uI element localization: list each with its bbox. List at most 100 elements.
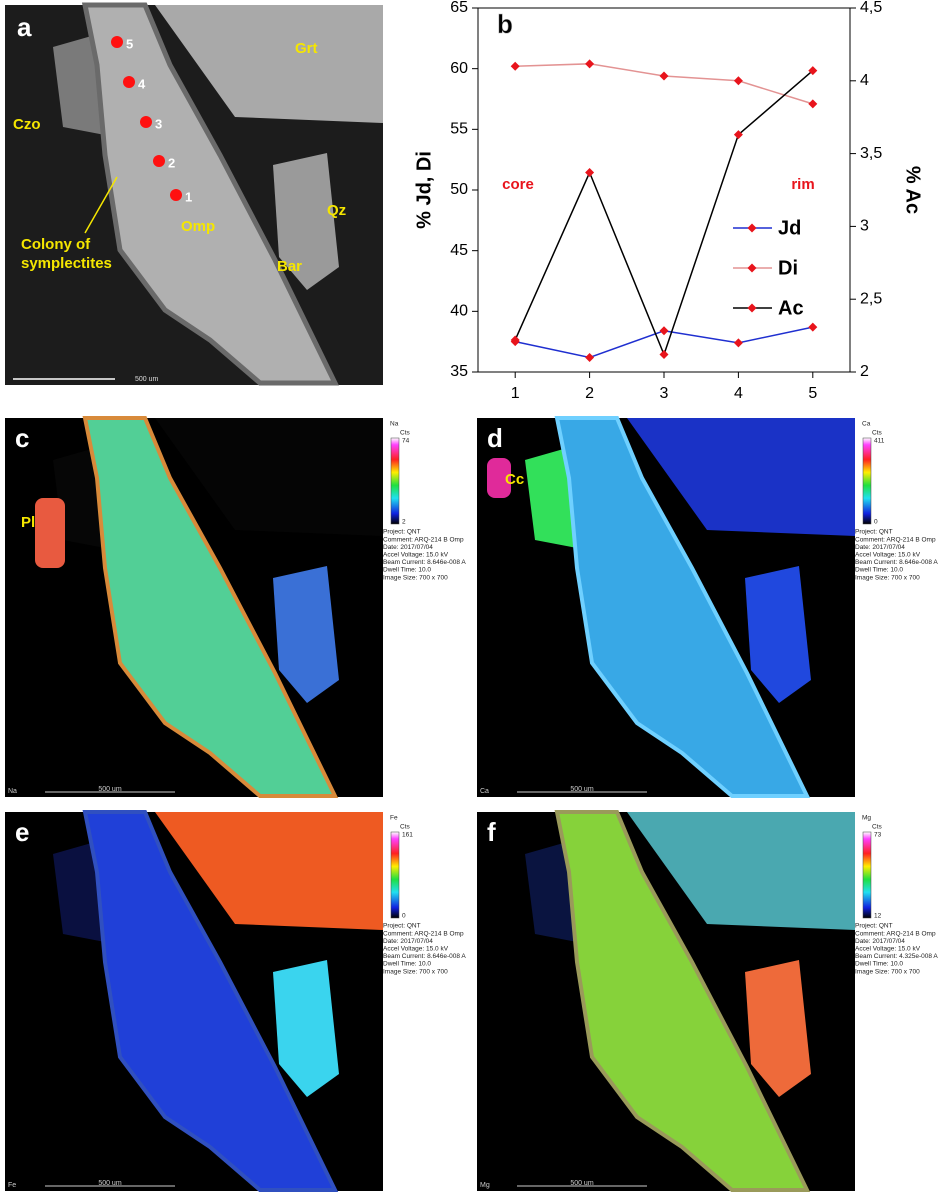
data-point bbox=[808, 99, 818, 109]
annotation: rim bbox=[791, 176, 814, 193]
analysis-point bbox=[140, 116, 152, 128]
mineral-grain bbox=[487, 458, 511, 498]
element-label: Ca bbox=[480, 788, 489, 795]
info-line: Project: QNT bbox=[855, 529, 893, 536]
data-point bbox=[733, 130, 743, 140]
unit-label: Cts bbox=[872, 824, 883, 831]
element-name: Ca bbox=[862, 421, 871, 428]
info-line: Dwell Time: 10.0 bbox=[383, 961, 431, 968]
info-line: Comment: ARQ-214 B Omp bbox=[383, 930, 464, 937]
scale-label: 500 um bbox=[98, 1180, 122, 1187]
scale-max: 74 bbox=[402, 438, 410, 445]
info-line: Beam Current: 8.646e-008 A bbox=[383, 559, 466, 566]
info-line: Image Size: 700 x 700 bbox=[855, 574, 920, 581]
legend-label: Di bbox=[778, 257, 798, 279]
element-name: Fe bbox=[390, 815, 398, 822]
point-label: 1 bbox=[185, 189, 192, 204]
unit-label: Cts bbox=[400, 824, 411, 831]
arrow bbox=[84, 176, 118, 234]
bse-image: Grt Czo Qz Bar Omp Colony of symplectites 1 2 3 4 5… bbox=[5, 5, 383, 385]
data-point bbox=[510, 335, 520, 345]
annotation: Colony of bbox=[21, 236, 91, 253]
point-label: 5 bbox=[126, 36, 133, 51]
info-line: Accel Voltage: 15.0 kV bbox=[383, 552, 449, 559]
legend-marker bbox=[747, 263, 757, 273]
y-tick-label: 60 bbox=[450, 60, 468, 77]
x-tick-label: 2 bbox=[585, 385, 594, 402]
y2-axis-label: % Ac bbox=[902, 166, 924, 214]
mineral-label: Qz bbox=[327, 202, 346, 219]
analysis-point bbox=[153, 155, 165, 167]
element-name: Mg bbox=[862, 815, 871, 822]
point-label: 4 bbox=[138, 76, 146, 91]
legend-marker bbox=[747, 303, 757, 313]
scale-min: 2 bbox=[402, 519, 406, 526]
legend-label: Ac bbox=[778, 297, 804, 319]
y-tick-label: 35 bbox=[450, 363, 468, 380]
data-point bbox=[659, 326, 669, 336]
series-line bbox=[514, 70, 814, 357]
scale-max: 411 bbox=[874, 438, 885, 445]
analysis-point bbox=[111, 36, 123, 48]
panel-letter: e bbox=[15, 817, 29, 847]
info-line: Beam Current: 8.646e-008 A bbox=[383, 953, 466, 960]
element-label: Fe bbox=[8, 1182, 16, 1189]
x-tick-label: 5 bbox=[808, 385, 817, 402]
data-point bbox=[808, 66, 818, 76]
info-line: Project: QNT bbox=[855, 923, 893, 930]
info-line: Comment: ARQ-214 B Omp bbox=[383, 536, 464, 543]
info-line: Dwell Time: 10.0 bbox=[855, 961, 903, 968]
scale-label: 500 um bbox=[570, 1180, 594, 1187]
data-point bbox=[733, 338, 743, 348]
mineral-grain bbox=[35, 498, 65, 568]
mineral-label: Omp bbox=[181, 218, 215, 235]
data-point bbox=[585, 168, 595, 178]
legend-label: Jd bbox=[778, 217, 801, 239]
panel-letter: f bbox=[487, 817, 496, 847]
info-line: Comment: ARQ-214 B Omp bbox=[855, 930, 936, 937]
y-tick-label: 40 bbox=[450, 303, 468, 320]
point-label: 3 bbox=[155, 116, 162, 131]
info-line: Comment: ARQ-214 B Omp bbox=[855, 536, 936, 543]
analysis-point bbox=[123, 76, 135, 88]
panel-letter: b bbox=[497, 9, 513, 39]
info-line: Date: 2017/07/04 bbox=[855, 544, 905, 551]
mineral-label: Cc bbox=[505, 471, 524, 488]
panel-letter: c bbox=[15, 423, 29, 453]
info-line: Accel Voltage: 15.0 kV bbox=[855, 946, 921, 953]
unit-label: Cts bbox=[872, 430, 883, 437]
color-scale bbox=[390, 831, 400, 919]
color-scale bbox=[390, 437, 400, 525]
x-tick-label: 1 bbox=[511, 385, 520, 402]
info-line: Image Size: 700 x 700 bbox=[383, 574, 448, 581]
data-point bbox=[659, 350, 669, 360]
y-tick-label: 45 bbox=[450, 242, 468, 259]
element-label: Mg bbox=[480, 1182, 490, 1189]
scale-max: 73 bbox=[874, 832, 882, 839]
info-line: Accel Voltage: 15.0 kV bbox=[383, 946, 449, 953]
info-line: Image Size: 700 x 700 bbox=[855, 968, 920, 975]
y-tick-label: 50 bbox=[450, 181, 468, 198]
scale-label: 500 um bbox=[135, 376, 159, 383]
y2-tick-label: 3,5 bbox=[860, 145, 882, 162]
y2-tick-label: 2,5 bbox=[860, 290, 882, 307]
x-tick-label: 3 bbox=[660, 385, 669, 402]
color-scale bbox=[862, 437, 872, 525]
unit-label: Cts bbox=[400, 430, 411, 437]
scale-max: 161 bbox=[402, 832, 413, 839]
x-tick-label: 4 bbox=[734, 385, 743, 402]
data-point bbox=[585, 59, 595, 69]
scale-label: 500 um bbox=[570, 786, 594, 793]
info-line: Date: 2017/07/04 bbox=[855, 938, 905, 945]
info-line: Beam Current: 4.325e-008 A bbox=[855, 953, 938, 960]
info-line: Beam Current: 8.646e-008 A bbox=[855, 559, 938, 566]
legend-marker bbox=[747, 223, 757, 233]
scale-min: 12 bbox=[874, 913, 882, 920]
mineral-label: Bar bbox=[277, 258, 302, 275]
data-point bbox=[510, 61, 520, 71]
info-line: Date: 2017/07/04 bbox=[383, 938, 433, 945]
analysis-point bbox=[170, 189, 182, 201]
